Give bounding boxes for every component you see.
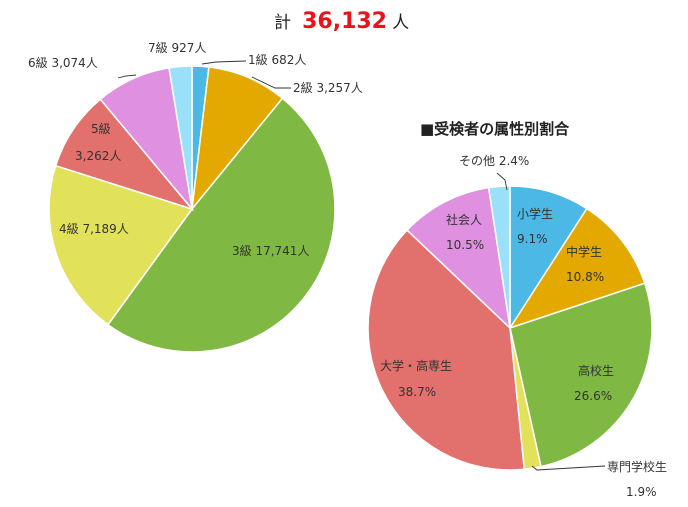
- label-4kyu: 4級 7,189人: [59, 222, 129, 236]
- label-7kyu: 7級 927人: [148, 41, 206, 55]
- label-2kyu: 2級 3,257人: [293, 81, 363, 95]
- grade-slice-2: [190, 66, 284, 212]
- total-label: 計 36,132 人: [274, 9, 409, 34]
- label-other: その他 2.4%: [459, 154, 529, 168]
- label-adult-pct: 10.5%: [446, 238, 484, 252]
- label-vocational-name: 専門学校生: [607, 459, 667, 474]
- label-adult-name: 社会人: [446, 212, 482, 227]
- grade-slice-5: [54, 98, 195, 211]
- attribute-slice-6: [406, 186, 512, 331]
- grade-pie-chart: 7級 927人 1級 682人 2級 3,257人 6級 3,074人 5級 3…: [28, 41, 363, 353]
- label-junior-name: 中学生: [566, 244, 602, 259]
- label-elementary-name: 小学生: [517, 206, 553, 221]
- label-5kyu-count: 3,262人: [75, 149, 121, 163]
- leader-line-other: [496, 172, 508, 191]
- leader-line-2kyu: [251, 76, 291, 89]
- label-1kyu: 1級 682人: [248, 53, 306, 67]
- attribute-slice-5: [367, 229, 526, 471]
- attribute-slice-2: [508, 207, 646, 330]
- leader-line-1kyu: [201, 60, 247, 65]
- total-suffix: 人: [392, 13, 409, 33]
- leader-line-vocational: [531, 465, 606, 471]
- grade-slice-7: [168, 65, 193, 210]
- label-vocational-pct: 1.9%: [626, 485, 657, 499]
- attribute-slice-3: [509, 282, 653, 468]
- attribute-slice-7: [487, 185, 511, 329]
- label-university-pct: 38.7%: [398, 385, 436, 399]
- label-highschool-pct: 26.6%: [574, 389, 612, 403]
- attribute-pie-chart: ■受検者の属性別割合 その他 2.4% 小学生 9.1% 中学生 10.8% 高…: [367, 120, 667, 499]
- total-prefix: 計: [274, 13, 291, 33]
- label-university-name: 大学・高専生: [380, 358, 452, 373]
- label-5kyu-name: 5級: [91, 122, 111, 136]
- label-elementary-pct: 9.1%: [517, 232, 548, 246]
- label-highschool-name: 高校生: [578, 363, 614, 378]
- grade-slice-3: [106, 97, 336, 353]
- attribute-chart-title: ■受検者の属性別割合: [420, 120, 570, 138]
- label-6kyu: 6級 3,074人: [28, 56, 98, 70]
- total-value: 36,132: [302, 9, 387, 34]
- label-3kyu: 3級 17,741人: [232, 244, 309, 258]
- grade-slice-4: [48, 164, 194, 326]
- label-junior-pct: 10.8%: [566, 270, 604, 284]
- attribute-slice-1: [509, 185, 588, 331]
- leader-line-6kyu: [117, 74, 137, 79]
